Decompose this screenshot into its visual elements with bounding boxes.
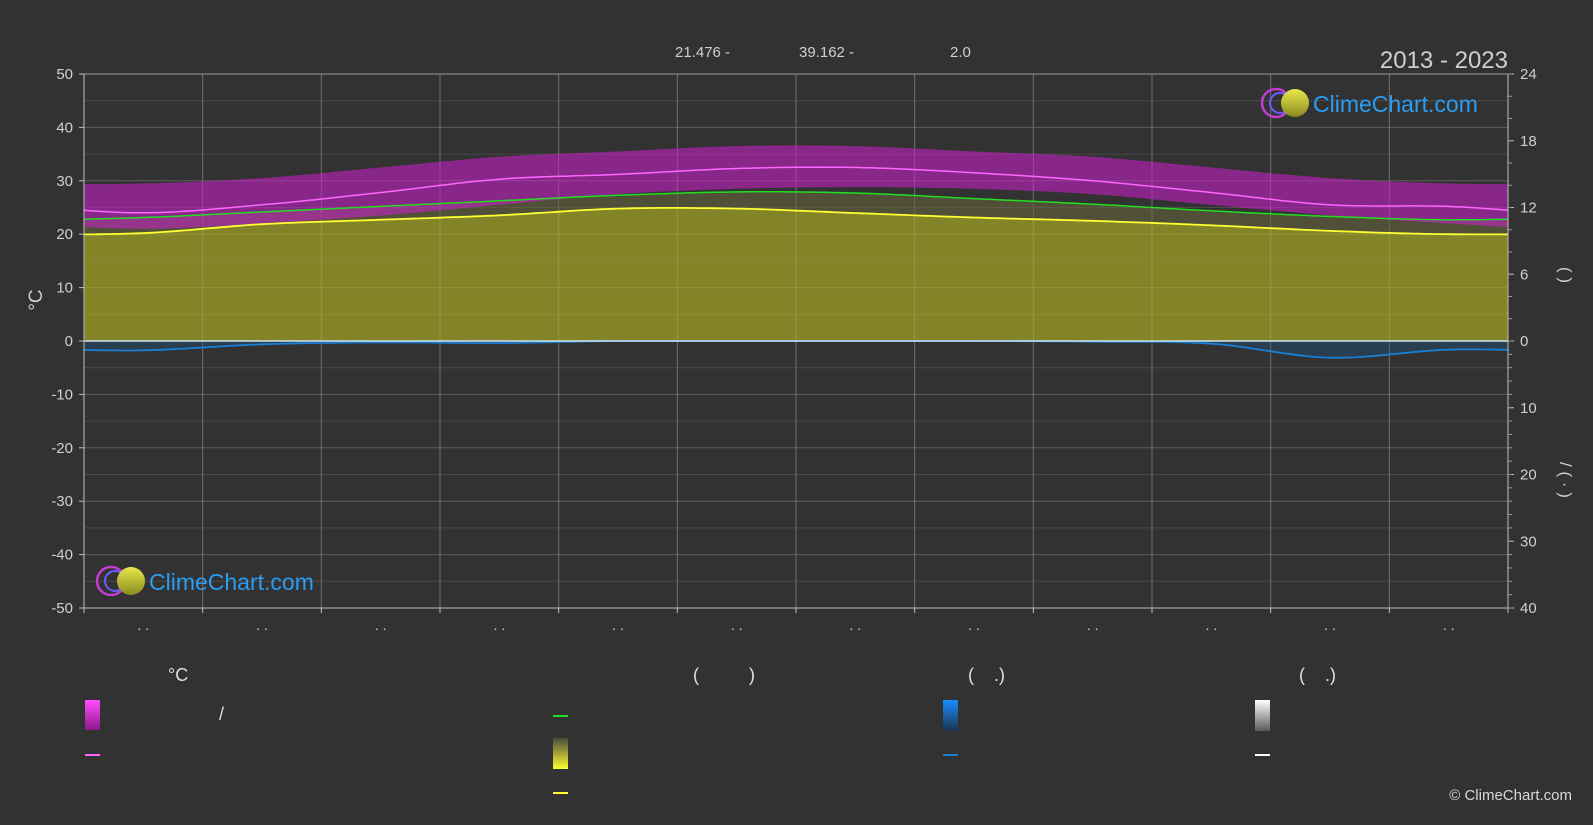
y-axis-label: °C xyxy=(26,289,47,310)
x-tick-label: . . xyxy=(1443,617,1455,633)
right-tick-label-precip: 10 xyxy=(1520,400,1537,417)
x-tick-label: . . xyxy=(612,617,624,633)
latitude-text: 21.476 - xyxy=(675,44,730,61)
right-tick-label-hours: 12 xyxy=(1520,200,1537,217)
right-tick-label-hours: 24 xyxy=(1520,66,1537,83)
right-tick-label-precip: 30 xyxy=(1520,533,1537,550)
right-tick-label-hours: 18 xyxy=(1520,133,1537,150)
right-tick-label-hours: 6 xyxy=(1520,266,1528,283)
legend-avg-max-line xyxy=(85,754,100,756)
right-axis-top-label: ( ) xyxy=(1556,267,1575,283)
x-tick-label: . . xyxy=(256,617,268,633)
sunshine-area xyxy=(84,207,1508,341)
x-tick-label: . . xyxy=(849,617,861,633)
y-tick-label: -20 xyxy=(51,440,73,457)
legend-snow-line xyxy=(1255,754,1270,756)
x-tick-label: . . xyxy=(493,617,505,633)
legend-precip-swatch xyxy=(943,700,958,731)
x-tick-label: . . xyxy=(375,617,387,633)
right-tick-label-precip: 20 xyxy=(1520,467,1537,484)
logo-text: ClimeChart.com xyxy=(149,569,314,595)
avg-daily-max-line xyxy=(83,166,1509,214)
period-title: 2013 - 2023 xyxy=(1380,47,1508,74)
y-tick-label: 50 xyxy=(56,66,73,83)
logo-bottom: ClimeChart.com xyxy=(95,565,314,597)
x-tick-label: . . xyxy=(731,617,743,633)
right-axis-bottom-label: / ( · ) xyxy=(1556,462,1575,498)
temperature-range-band xyxy=(84,145,1508,229)
legend-sunshine-line xyxy=(553,792,568,794)
logo-top: ClimeChart.com xyxy=(1260,87,1478,119)
chart-axes: 50 40 30 20 10 0 -10 -20 -30 -40 -50 24 18 12 6 0 10 20 30… xyxy=(51,66,1536,633)
legend-daylight-line xyxy=(553,715,568,717)
x-tick-label: . . xyxy=(137,617,149,633)
y-tick-label: 40 xyxy=(56,119,73,136)
x-tick-label: . . xyxy=(968,617,980,633)
legend-temp-range-label: / xyxy=(219,704,225,724)
y-tick-label: 30 xyxy=(56,173,73,190)
logo-sun-icon xyxy=(1281,89,1309,117)
legend-sunshine-swatch xyxy=(553,738,568,769)
copyright-text: © ClimeChart.com xyxy=(1449,787,1572,804)
longitude-text: 39.162 - xyxy=(799,44,854,61)
x-tick-label: . . xyxy=(1324,617,1336,633)
y-tick-label: -10 xyxy=(51,386,73,403)
legend-temp-range-swatch xyxy=(85,700,100,730)
elevation-text: 2.0 xyxy=(950,44,971,61)
daylight-line xyxy=(83,191,1509,221)
sunshine-line xyxy=(84,207,1508,236)
y-tick-label: 0 xyxy=(65,333,73,350)
plot-area xyxy=(83,145,1509,359)
logo-sun-icon xyxy=(117,567,145,595)
logo-text: ClimeChart.com xyxy=(1313,91,1478,117)
legend-col4-header: ( .) xyxy=(1299,665,1336,685)
legend-precip-line xyxy=(943,754,958,756)
right-tick-label-hours: 0 xyxy=(1520,333,1528,350)
y-tick-label: -30 xyxy=(51,493,73,510)
legend-col3-header: ( .) xyxy=(968,665,1005,685)
x-tick-label: . . xyxy=(1205,617,1217,633)
legend-col1-header: °C xyxy=(168,665,189,685)
legend-col2-header: ( ) xyxy=(693,665,755,685)
y-tick-label: 10 xyxy=(56,280,73,297)
x-tick-label: . . xyxy=(1087,617,1099,633)
y-tick-label: -40 xyxy=(51,547,73,564)
legend-snow-swatch xyxy=(1255,700,1270,731)
y-tick-label: -50 xyxy=(51,600,73,617)
y-tick-label: 20 xyxy=(56,226,73,243)
right-tick-label-precip: 40 xyxy=(1520,600,1537,617)
